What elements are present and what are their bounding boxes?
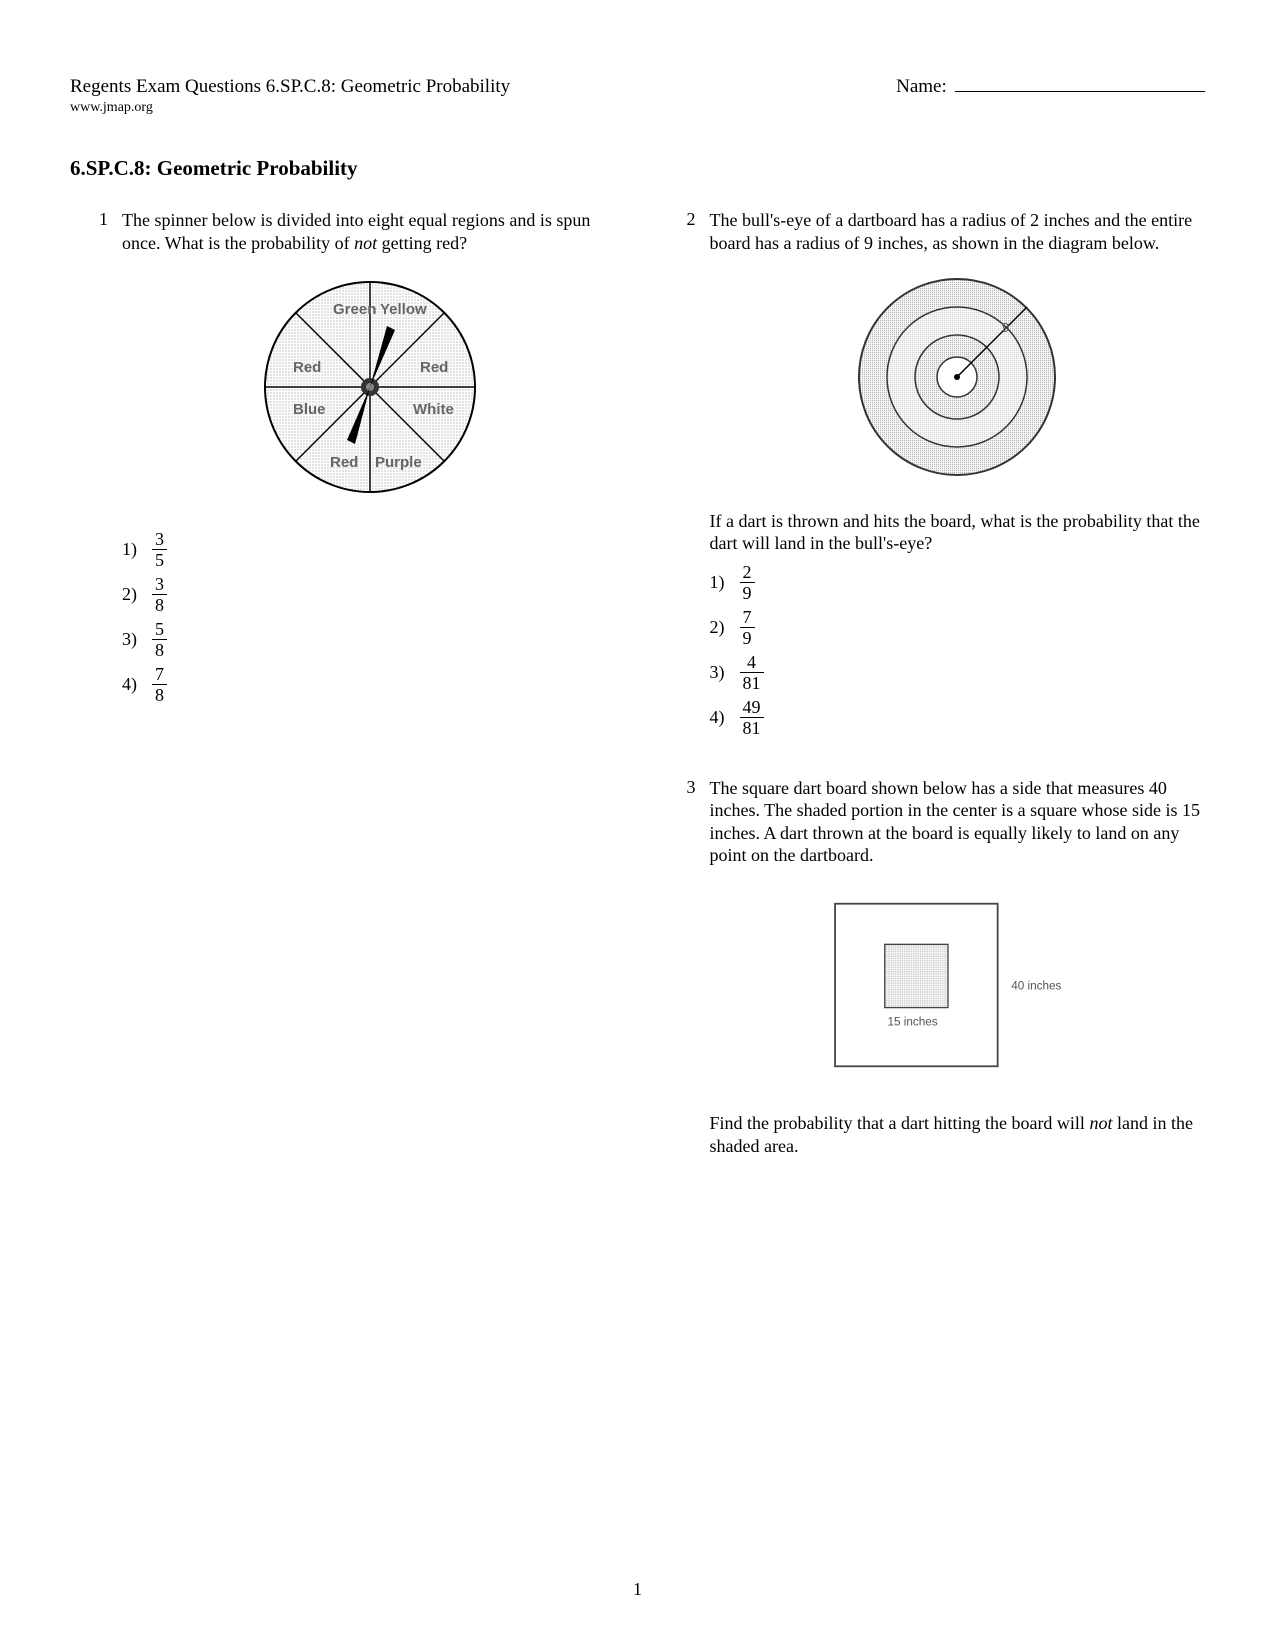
choice: 3) 481 [710, 653, 1206, 692]
q2-text: The bull's-eye of a dartboard has a radi… [710, 210, 1193, 253]
choice-number: 3) [122, 628, 152, 651]
choice: 1) 29 [710, 563, 1206, 602]
q2-followup: If a dart is thrown and hits the board, … [710, 510, 1206, 555]
question-number: 3 [658, 777, 710, 1158]
fraction: 58 [152, 620, 167, 659]
choice: 2) 38 [122, 575, 618, 614]
fraction: 78 [152, 665, 167, 704]
spinner-icon: Green Yellow Red Red Blue White Red Purp… [255, 272, 485, 502]
spinner-label: Red [420, 359, 448, 376]
spinner-label: Yellow [380, 301, 427, 318]
q2-choices: 1) 29 2) 79 3) 481 4) 49 [710, 563, 1206, 737]
worksheet-page: Regents Exam Questions 6.SP.C.8: Geometr… [0, 0, 1275, 1650]
spinner-label: Red [330, 454, 358, 471]
fraction: 35 [152, 530, 167, 569]
dartboard-icon: 9 [852, 272, 1062, 482]
choice: 4) 78 [122, 665, 618, 704]
header-url: www.jmap.org [70, 100, 510, 116]
two-column-layout: 1 The spinner below is divided into eigh… [70, 209, 1205, 1181]
spinner-label: Red [293, 359, 321, 376]
q1-text-b: getting red? [377, 233, 467, 253]
outer-dim-label: 40 inches [1011, 979, 1061, 992]
name-blank-line[interactable] [955, 91, 1205, 92]
square-board-figure: 15 inches 40 inches [710, 885, 1206, 1091]
choice-number: 2) [710, 616, 740, 639]
choice-number: 4) [122, 673, 152, 696]
page-header: Regents Exam Questions 6.SP.C.8: Geometr… [70, 76, 1205, 116]
spinner-label: Blue [293, 401, 326, 418]
name-label: Name: [896, 76, 947, 97]
choice-number: 1) [710, 571, 740, 594]
q3-followup-a: Find the probability that a dart hitting… [710, 1113, 1090, 1133]
choice: 3) 58 [122, 620, 618, 659]
question-number: 2 [658, 209, 710, 743]
choice: 4) 4981 [710, 698, 1206, 737]
name-field-block: Name: [896, 76, 1205, 98]
fraction: 4981 [740, 698, 764, 737]
question-3: 3 The square dart board shown below has … [658, 777, 1206, 1158]
choice-number: 3) [710, 661, 740, 684]
header-title: Regents Exam Questions 6.SP.C.8: Geometr… [70, 76, 510, 98]
inner-dim-label: 15 inches [888, 1015, 938, 1028]
question-body: The square dart board shown below has a … [710, 777, 1206, 1158]
page-number: 1 [0, 1579, 1275, 1600]
choice: 2) 79 [710, 608, 1206, 647]
question-body: The spinner below is divided into eight … [122, 209, 618, 710]
dartboard-figure: 9 [710, 272, 1206, 488]
spinner-figure: Green Yellow Red Red Blue White Red Purp… [122, 272, 618, 508]
fraction: 38 [152, 575, 167, 614]
question-number: 1 [70, 209, 122, 710]
section-heading: 6.SP.C.8: Geometric Probability [70, 156, 1205, 181]
spinner-label: Purple [375, 454, 422, 471]
q3-followup-em: not [1089, 1113, 1112, 1133]
choice-number: 1) [122, 538, 152, 561]
choice: 1) 35 [122, 530, 618, 569]
fraction: 481 [740, 653, 764, 692]
radius-label: 9 [1002, 320, 1009, 335]
choice-number: 4) [710, 706, 740, 729]
q1-text-em: not [354, 233, 377, 253]
spinner-label: White [413, 401, 454, 418]
question-body: The bull's-eye of a dartboard has a radi… [710, 209, 1206, 743]
q3-followup: Find the probability that a dart hitting… [710, 1112, 1206, 1157]
fraction: 79 [740, 608, 755, 647]
header-left-block: Regents Exam Questions 6.SP.C.8: Geometr… [70, 76, 510, 116]
q3-text: The square dart board shown below has a … [710, 778, 1201, 866]
q1-choices: 1) 35 2) 38 3) 58 4) 78 [122, 530, 618, 704]
choice-number: 2) [122, 583, 152, 606]
question-2: 2 The bull's-eye of a dartboard has a ra… [658, 209, 1206, 743]
left-column: 1 The spinner below is divided into eigh… [70, 209, 618, 1181]
spinner-label: Green [333, 301, 376, 318]
question-1: 1 The spinner below is divided into eigh… [70, 209, 618, 710]
fraction: 29 [740, 563, 755, 602]
right-column: 2 The bull's-eye of a dartboard has a ra… [658, 209, 1206, 1181]
square-board-icon: 15 inches 40 inches [817, 885, 1097, 1085]
